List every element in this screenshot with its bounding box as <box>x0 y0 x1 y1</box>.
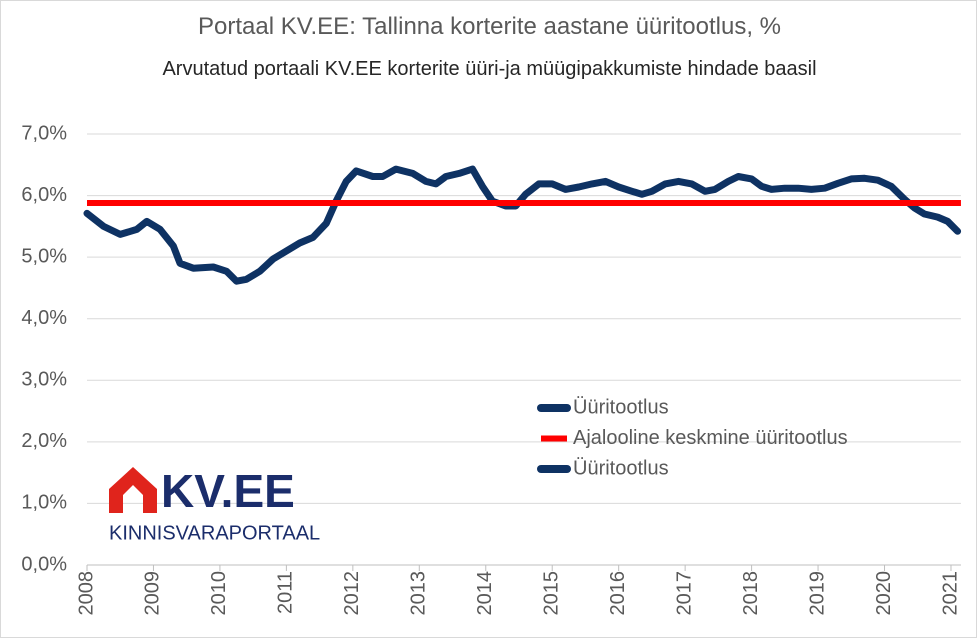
x-tick-label: 2015 <box>541 571 563 616</box>
plot: 0,0% 1,0% 2,0% 3,0% 4,0% 5,0% 6,0% 7,0% 2008 2009… <box>21 122 961 615</box>
x-tick-label: 2013 <box>408 571 430 616</box>
chart-subtitle: Arvutatud portaali KV.EE korterite üüri-… <box>162 58 817 80</box>
x-tick-label: 2011 <box>275 571 297 614</box>
x-tick-label: 2019 <box>806 571 828 616</box>
legend-label: Üüritootlus <box>573 457 669 479</box>
y-tick-label: 1,0% <box>21 492 67 514</box>
logo-icon <box>109 467 157 513</box>
x-tick-label: 2010 <box>208 571 230 616</box>
logo-name: KV.EE <box>161 465 295 517</box>
x-tick-label: 2012 <box>341 571 363 616</box>
data-line <box>83 165 962 285</box>
logo-tagline: KINNISVARAPORTAAL <box>109 522 320 544</box>
y-tick-label: 2,0% <box>21 430 67 452</box>
x-tick-label: 2020 <box>873 571 895 616</box>
y-tick-label: 6,0% <box>21 184 67 206</box>
x-tick-label: 2016 <box>607 571 629 616</box>
x-tick-label: 2017 <box>673 571 695 616</box>
x-tick-label: 2009 <box>142 571 164 616</box>
legend-label: Ajalooline keskmine üüritootlus <box>573 427 848 449</box>
y-tick-label: 0,0% <box>21 553 67 575</box>
y-tick-label: 5,0% <box>21 245 67 267</box>
y-tick-label: 4,0% <box>21 307 67 329</box>
x-tick-label: 2021 <box>939 571 961 616</box>
chart-title: Portaal KV.EE: Tallinna korterite aastan… <box>197 13 781 40</box>
legend-label: Üüritootlus <box>573 396 669 418</box>
x-tick-label: 2014 <box>474 571 496 616</box>
y-tick-label: 3,0% <box>21 369 67 391</box>
y-tick-label: 7,0% <box>21 122 67 144</box>
x-tick-label: 2018 <box>740 571 762 616</box>
x-tick-label: 2008 <box>75 571 97 616</box>
